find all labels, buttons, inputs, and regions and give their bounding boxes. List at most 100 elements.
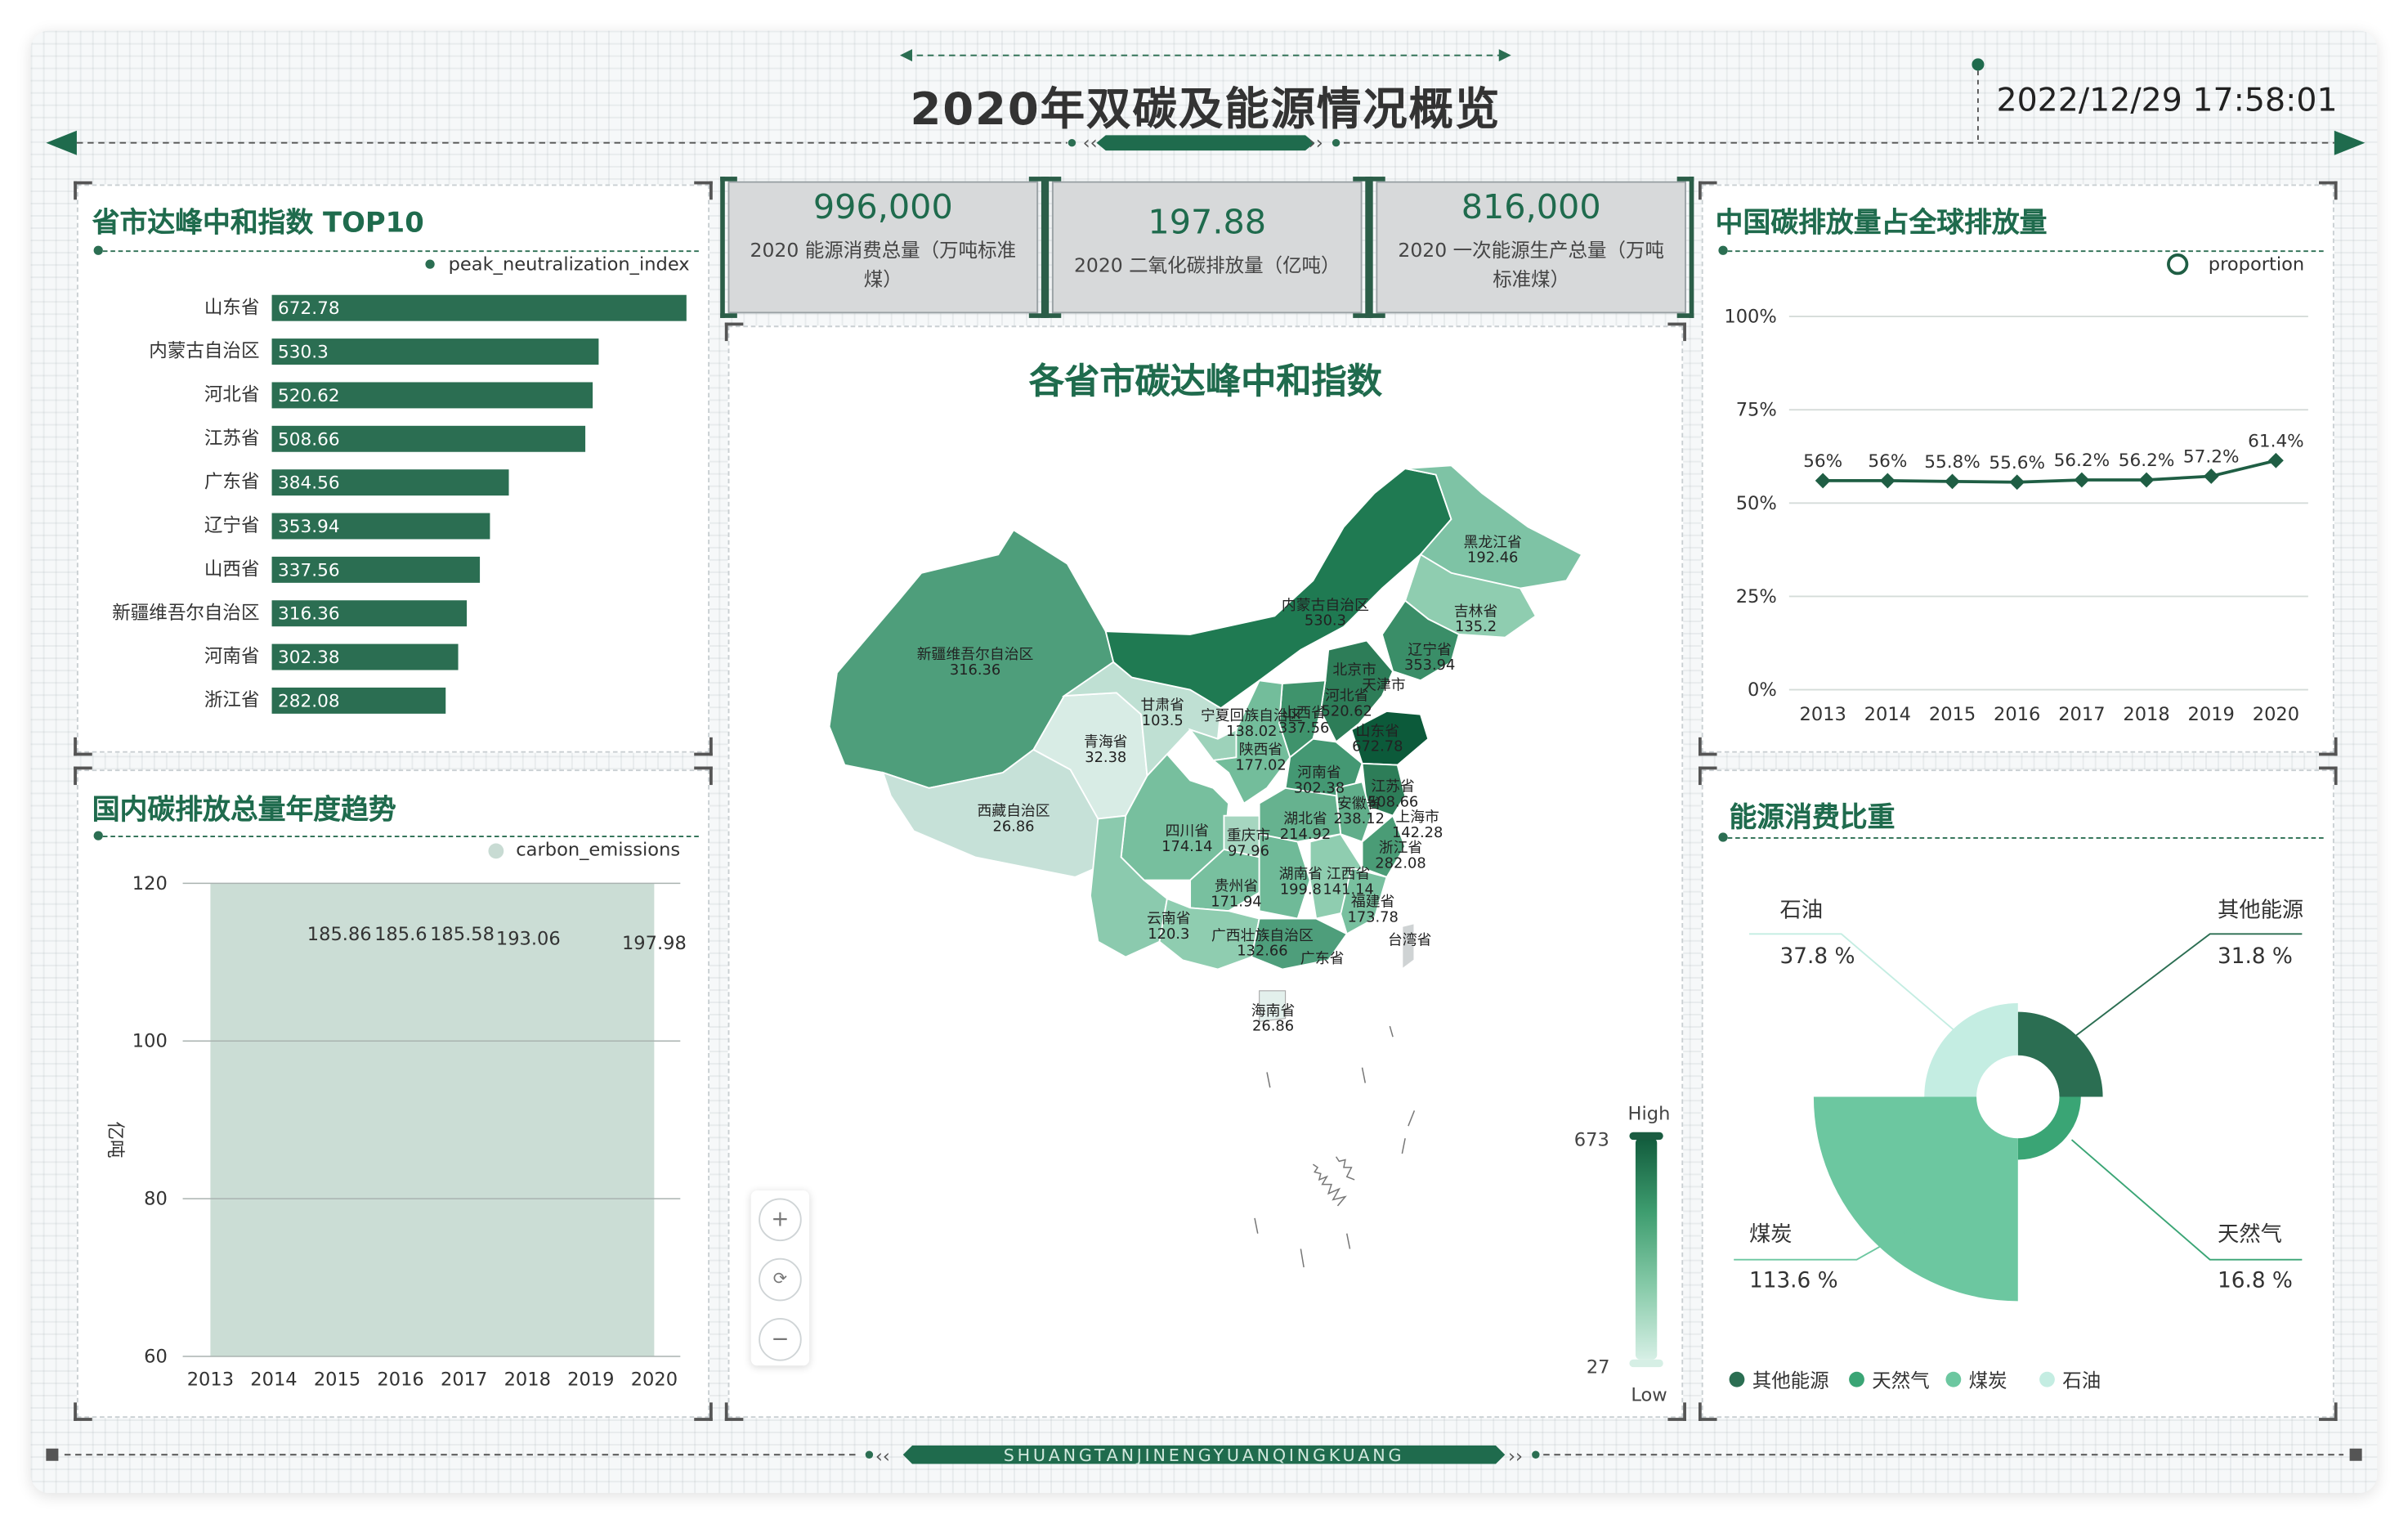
kpi-card-energy-consumption: 996,000 2020 能源消费总量（万吨标准煤） <box>720 177 1046 318</box>
legend-marker <box>1849 1371 1864 1387</box>
region-name-label: 辽宁省 <box>1408 641 1452 658</box>
bar[interactable] <box>271 294 687 321</box>
data-point[interactable] <box>2138 472 2155 488</box>
region-liaoning <box>1381 599 1460 682</box>
x-tick-label: 2013 <box>187 1369 234 1391</box>
bar-value-label: 353.94 <box>278 517 340 537</box>
bar-value-label: 337.56 <box>278 560 340 580</box>
data-label: 61.4% <box>2248 431 2304 451</box>
zoom-in-button[interactable]: + <box>759 1198 802 1242</box>
zoom-out-button[interactable]: − <box>759 1318 802 1361</box>
legend-label[interactable]: carbon_emissions <box>516 838 681 861</box>
region-name-label: 西藏自治区 <box>977 803 1050 820</box>
kpi-value: 996,000 <box>812 189 953 228</box>
bar-value-label: 508.66 <box>278 429 340 450</box>
data-point[interactable] <box>2203 468 2219 484</box>
region-name-label: 江苏省 <box>1371 778 1415 796</box>
svg-text:‹‹: ‹‹ <box>1083 132 1098 154</box>
visualmap-slider[interactable] <box>1629 1132 1663 1368</box>
data-point[interactable] <box>1945 473 1960 490</box>
legend-marker <box>2167 253 2189 276</box>
x-tick-label: 2014 <box>250 1369 297 1391</box>
legend-label[interactable]: 煤炭 <box>1969 1369 2007 1392</box>
panel-share: 中国碳排放量占全球排放量 proportion 0% 25% 50% 75% 100% 2… <box>1698 181 2338 756</box>
x-tick-label: 2017 <box>2058 704 2105 725</box>
region-value-label: 103.5 <box>1142 712 1184 729</box>
rose-slice[interactable] <box>2017 1011 2103 1097</box>
region-name-label: 福建省 <box>1351 894 1395 911</box>
visualmap-handle-top[interactable] <box>1629 1132 1663 1141</box>
bar[interactable] <box>271 382 593 409</box>
svg-text:››: ›› <box>1508 1446 1523 1468</box>
bar[interactable] <box>271 425 586 452</box>
legend-marker <box>2039 1371 2055 1387</box>
region-value-label: 177.02 <box>1235 756 1286 773</box>
x-tick-label: 2015 <box>1929 704 1976 725</box>
region-hainan <box>1259 990 1287 1023</box>
x-tick-label: 2015 <box>314 1369 360 1391</box>
legend-label[interactable]: peak_neutralization_index <box>448 253 690 276</box>
region-name-label: 台湾省 <box>1388 931 1432 948</box>
kpi-value: 197.88 <box>1148 204 1267 243</box>
legend-label[interactable]: 石油 <box>2062 1369 2101 1392</box>
y-tick-label: 120 <box>132 873 168 894</box>
data-point[interactable] <box>2009 474 2025 491</box>
legend-label[interactable]: 其他能源 <box>1752 1369 1829 1392</box>
legend-label[interactable]: proportion <box>2208 253 2305 276</box>
data-point[interactable] <box>2074 472 2090 488</box>
x-tick-label: 2016 <box>1994 704 2040 725</box>
region-name-label: 安徽省 <box>1337 795 1381 812</box>
region-name-label: 河南省 <box>1297 764 1341 782</box>
kpi-label: 2020 二氧化碳排放量（亿吨） <box>1073 253 1341 277</box>
region-value-label: 199.8 <box>1280 881 1322 898</box>
region-name-label: 山西省 <box>1282 704 1326 721</box>
bar-value-label: 672.78 <box>278 298 340 319</box>
x-tick-label: 2014 <box>1864 704 1911 725</box>
bar[interactable] <box>271 338 599 365</box>
data-label: 57.2% <box>2183 447 2240 468</box>
region-name-label: 内蒙古自治区 <box>1282 597 1369 614</box>
visualmap-handle-bottom[interactable] <box>1629 1359 1663 1368</box>
panel-map: 各省市碳达峰中和指数 <box>724 322 1686 1421</box>
panel-title: 省市达峰中和指数 TOP10 <box>92 207 424 240</box>
region-name-label: 广东省 <box>1300 950 1345 967</box>
x-tick-label: 2017 <box>441 1369 487 1391</box>
y-tick-label: 80 <box>144 1189 168 1210</box>
bar[interactable] <box>271 513 490 540</box>
kpi-label: 2020 能源消费总量（万吨标准煤） <box>750 238 1017 291</box>
visualmap-low-label: Low <box>1631 1383 1667 1406</box>
area-value-label: 185.58 <box>430 924 495 945</box>
region-taiwan <box>1401 921 1416 971</box>
data-point[interactable] <box>2268 452 2284 468</box>
area-value-label: 193.06 <box>496 928 561 949</box>
legend-label[interactable]: 天然气 <box>1872 1369 1929 1392</box>
label-leader-line <box>1734 1216 1934 1261</box>
bar[interactable] <box>271 643 459 670</box>
region-name-label: 江西省 <box>1327 866 1371 883</box>
bar[interactable] <box>271 556 481 583</box>
region-value-label: 174.14 <box>1161 838 1212 855</box>
data-point[interactable] <box>1815 473 1831 489</box>
data-label: 56% <box>1868 451 1907 472</box>
kpi-value: 816,000 <box>1461 189 1601 228</box>
region-value-label: 26.86 <box>1252 1018 1294 1035</box>
region-name-label: 河北省 <box>1325 688 1369 705</box>
region-value-label: 192.46 <box>1467 549 1518 567</box>
bar-category-label: 内蒙古自治区 <box>149 341 259 362</box>
slice-value-label: 31.8 % <box>2218 944 2293 969</box>
reset-view-button[interactable]: ⟳ <box>759 1257 802 1302</box>
rose-slice[interactable] <box>2017 1096 2081 1160</box>
china-choropleth-map[interactable]: 新疆维吾尔自治区316.36西藏自治区26.86青海省32.38甘肃省103.5… <box>729 327 1681 1416</box>
legend-marker <box>488 843 504 859</box>
rose-slice[interactable] <box>1924 1002 2018 1097</box>
footer-text: SHUANGTANJINENGYUANQINGKUANG <box>1003 1445 1405 1466</box>
data-label: 56.2% <box>2119 450 2175 471</box>
region-name-label: 贵州省 <box>1215 878 1259 895</box>
data-point[interactable] <box>1879 473 1896 489</box>
bar[interactable] <box>271 687 446 714</box>
bar[interactable] <box>271 600 468 627</box>
area-value-label: 185.6 <box>374 924 427 945</box>
rose-slice[interactable] <box>1813 1096 2018 1302</box>
bar[interactable] <box>271 469 509 496</box>
bar-value-label: 384.56 <box>278 473 340 494</box>
